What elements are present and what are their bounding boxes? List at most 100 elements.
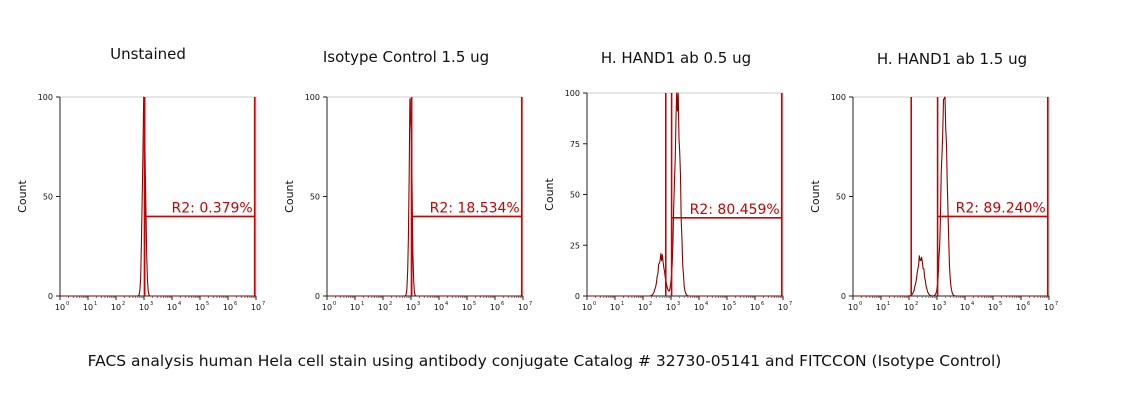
y-axis-label: Count bbox=[543, 177, 556, 210]
x-tick-exponent: 5 bbox=[473, 301, 476, 307]
x-tick-exponent: 0 bbox=[593, 301, 596, 307]
y-tick-label: 50 bbox=[310, 193, 320, 202]
y-tick-label: 100 bbox=[831, 93, 846, 102]
x-tick-label: 10 bbox=[462, 303, 472, 312]
x-tick-label: 10 bbox=[111, 303, 121, 312]
x-tick-exponent: 4 bbox=[705, 301, 708, 307]
x-tick-exponent: 1 bbox=[361, 301, 364, 307]
x-tick-exponent: 5 bbox=[999, 301, 1002, 307]
y-tick-label: 0 bbox=[48, 292, 53, 301]
x-tick-label: 10 bbox=[1044, 303, 1054, 312]
y-axis-label: Count bbox=[283, 179, 296, 212]
x-tick-exponent: 2 bbox=[122, 301, 125, 307]
x-tick-exponent: 7 bbox=[789, 301, 792, 307]
x-tick-label: 10 bbox=[139, 303, 149, 312]
y-tick-label: 50 bbox=[836, 193, 846, 202]
x-tick-label: 10 bbox=[350, 303, 360, 312]
x-tick-label: 10 bbox=[167, 303, 177, 312]
plot-frame bbox=[586, 92, 784, 297]
x-tick-exponent: 2 bbox=[389, 301, 392, 307]
x-tick-label: 10 bbox=[904, 303, 914, 312]
x-tick-label: 10 bbox=[666, 303, 676, 312]
x-tick-exponent: 1 bbox=[887, 301, 890, 307]
x-tick-label: 10 bbox=[490, 303, 500, 312]
y-tick-label: 50 bbox=[570, 191, 580, 200]
histogram-curve bbox=[327, 98, 523, 297]
x-tick-label: 10 bbox=[378, 303, 388, 312]
x-tick-label: 10 bbox=[778, 303, 788, 312]
y-tick-label: 100 bbox=[305, 93, 320, 102]
histogram-curve bbox=[853, 96, 1049, 297]
x-tick-exponent: 7 bbox=[262, 301, 265, 307]
x-tick-exponent: 6 bbox=[1027, 301, 1030, 307]
x-tick-label: 10 bbox=[876, 303, 886, 312]
y-tick-label: 0 bbox=[315, 292, 320, 301]
x-tick-exponent: 4 bbox=[971, 301, 974, 307]
x-tick-exponent: 0 bbox=[333, 301, 336, 307]
figure-caption: FACS analysis human Hela cell stain usin… bbox=[87, 352, 1002, 370]
x-tick-exponent: 3 bbox=[677, 301, 680, 307]
y-tick-label: 0 bbox=[841, 292, 846, 301]
y-axis-label: Count bbox=[16, 179, 29, 212]
x-tick-exponent: 5 bbox=[206, 301, 209, 307]
y-tick-label: 25 bbox=[570, 241, 580, 250]
histogram-curve bbox=[587, 92, 783, 297]
x-tick-exponent: 6 bbox=[234, 301, 237, 307]
plot-frame bbox=[59, 96, 257, 297]
x-tick-label: 10 bbox=[83, 303, 93, 312]
x-tick-exponent: 7 bbox=[529, 301, 532, 307]
x-tick-exponent: 4 bbox=[445, 301, 448, 307]
x-tick-label: 10 bbox=[694, 303, 704, 312]
x-tick-label: 10 bbox=[434, 303, 444, 312]
panel-title: H. HAND1 ab 1.5 ug bbox=[877, 50, 1027, 68]
x-tick-label: 10 bbox=[1016, 303, 1026, 312]
x-tick-exponent: 6 bbox=[501, 301, 504, 307]
x-tick-label: 10 bbox=[195, 303, 205, 312]
y-tick-label: 50 bbox=[43, 193, 53, 202]
plot-frame bbox=[852, 96, 1050, 297]
gate-label: R2: 18.534% bbox=[430, 200, 520, 216]
x-tick-label: 10 bbox=[406, 303, 416, 312]
x-tick-exponent: 3 bbox=[150, 301, 153, 307]
gate-label: R2: 80.459% bbox=[690, 202, 780, 218]
x-tick-label: 10 bbox=[251, 303, 261, 312]
x-tick-label: 10 bbox=[223, 303, 233, 312]
panel-title: Isotype Control 1.5 ug bbox=[323, 48, 489, 66]
x-tick-label: 10 bbox=[582, 303, 592, 312]
x-tick-exponent: 6 bbox=[761, 301, 764, 307]
x-tick-exponent: 7 bbox=[1055, 301, 1058, 307]
y-axis-label: Count bbox=[809, 179, 822, 212]
x-tick-label: 10 bbox=[322, 303, 332, 312]
gate-label: R2: 89.240% bbox=[956, 200, 1046, 216]
x-tick-label: 10 bbox=[55, 303, 65, 312]
x-tick-label: 10 bbox=[960, 303, 970, 312]
gate-label: R2: 0.379% bbox=[172, 200, 253, 216]
x-tick-exponent: 5 bbox=[733, 301, 736, 307]
panel-title: Unstained bbox=[110, 45, 186, 63]
x-tick-exponent: 3 bbox=[417, 301, 420, 307]
x-tick-exponent: 2 bbox=[915, 301, 918, 307]
x-tick-exponent: 0 bbox=[66, 301, 69, 307]
x-tick-exponent: 3 bbox=[943, 301, 946, 307]
x-tick-exponent: 2 bbox=[649, 301, 652, 307]
x-tick-label: 10 bbox=[988, 303, 998, 312]
x-tick-label: 10 bbox=[638, 303, 648, 312]
y-tick-label: 75 bbox=[570, 140, 580, 149]
x-tick-exponent: 4 bbox=[178, 301, 181, 307]
x-tick-label: 10 bbox=[518, 303, 528, 312]
x-tick-exponent: 1 bbox=[621, 301, 624, 307]
x-tick-exponent: 1 bbox=[94, 301, 97, 307]
x-tick-label: 10 bbox=[722, 303, 732, 312]
y-tick-label: 100 bbox=[38, 93, 53, 102]
x-tick-label: 10 bbox=[610, 303, 620, 312]
x-tick-label: 10 bbox=[848, 303, 858, 312]
y-tick-label: 0 bbox=[575, 292, 580, 301]
x-tick-label: 10 bbox=[750, 303, 760, 312]
plot-frame bbox=[326, 96, 524, 297]
x-tick-exponent: 0 bbox=[859, 301, 862, 307]
